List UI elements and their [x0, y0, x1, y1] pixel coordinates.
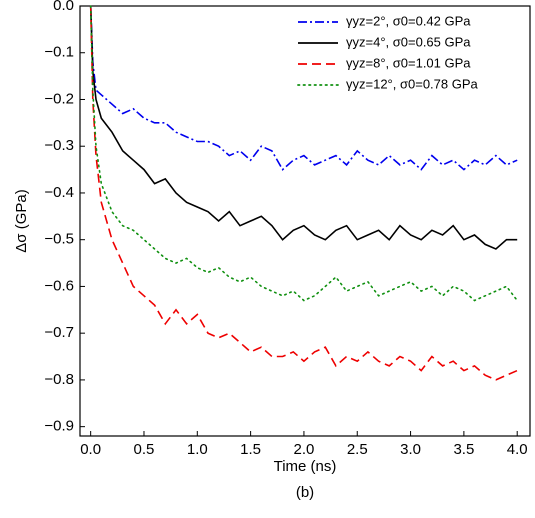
x-tick-label: 3.5	[453, 441, 474, 458]
series-line	[89, 5, 518, 302]
y-tick-label: −0.7	[44, 324, 74, 341]
x-tick-label: 0.5	[134, 441, 155, 458]
x-tick-label: 3.0	[400, 441, 421, 458]
legend-label: γyz=4°, σ0=0.65 GPa	[346, 34, 471, 49]
x-tick-label: 2.5	[347, 441, 368, 458]
y-tick-label: −0.3	[44, 137, 74, 154]
x-tick-label: 4.0	[507, 441, 528, 458]
y-tick-label: 0.0	[53, 0, 74, 14]
y-tick-label: −0.4	[44, 184, 74, 201]
x-axis-label: Time (ns)	[274, 458, 337, 475]
x-tick-label: 1.0	[187, 441, 208, 458]
legend-label: γyz=8°, σ0=1.01 GPa	[346, 55, 471, 70]
legend-label: γyz=2°, σ0=0.42 GPa	[346, 13, 471, 28]
x-tick-label: 0.0	[80, 441, 101, 458]
y-tick-label: −0.1	[44, 44, 74, 61]
caption: (b)	[296, 484, 314, 501]
series-line	[89, 5, 518, 250]
x-tick-label: 1.5	[240, 441, 261, 458]
legend-label: γyz=12°, σ0=0.78 GPa	[346, 76, 479, 91]
y-tick-label: −0.6	[44, 277, 74, 294]
y-tick-label: −0.2	[44, 90, 74, 107]
y-tick-label: −0.8	[44, 371, 74, 388]
y-tick-label: −0.5	[44, 231, 74, 248]
y-tick-label: −0.9	[44, 418, 74, 435]
plot-frame	[79, 5, 531, 437]
y-axis-label: Δσ (GPa)	[13, 189, 30, 252]
x-tick-label: 2.0	[294, 441, 315, 458]
series-line	[89, 5, 518, 381]
